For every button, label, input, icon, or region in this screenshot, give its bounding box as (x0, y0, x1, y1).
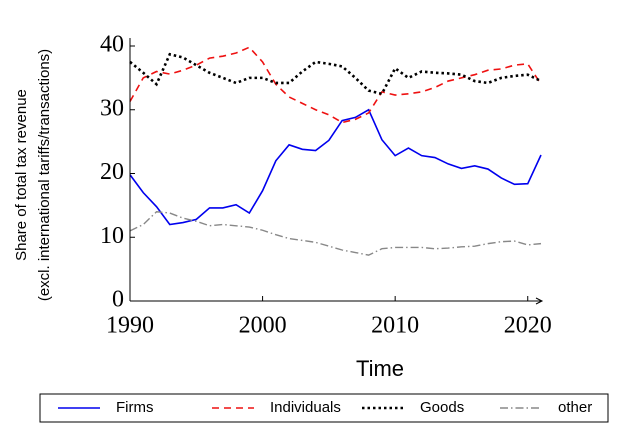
y-tick-label: 30 (100, 95, 124, 121)
legend-label: Firms (116, 399, 154, 416)
y-tick-label: 0 (112, 287, 124, 313)
y-axis-label: Share of total tax revenue (13, 89, 30, 261)
y-tick-label: 40 (100, 32, 124, 58)
legend-label: other (558, 399, 592, 416)
x-axis-label: Time (356, 356, 404, 381)
series-line (129, 211, 542, 256)
y-tick-label: 10 (100, 223, 124, 249)
x-tick-label: 2010 (371, 313, 419, 339)
legend-label: Individuals (270, 399, 341, 416)
x-tick-label: 1990 (106, 313, 154, 339)
x-axis-arrow (535, 297, 544, 305)
y-axis-label-sub: (excl. international tariffs/transaction… (36, 49, 53, 301)
x-tick-label: 2000 (239, 313, 287, 339)
x-tick-label: 2020 (504, 313, 552, 339)
legend-box (39, 393, 609, 423)
series-line (129, 46, 542, 124)
series-line (129, 108, 542, 226)
series-line (129, 52, 542, 96)
y-tick-label: 20 (100, 159, 124, 185)
legend-label: Goods (420, 399, 464, 416)
